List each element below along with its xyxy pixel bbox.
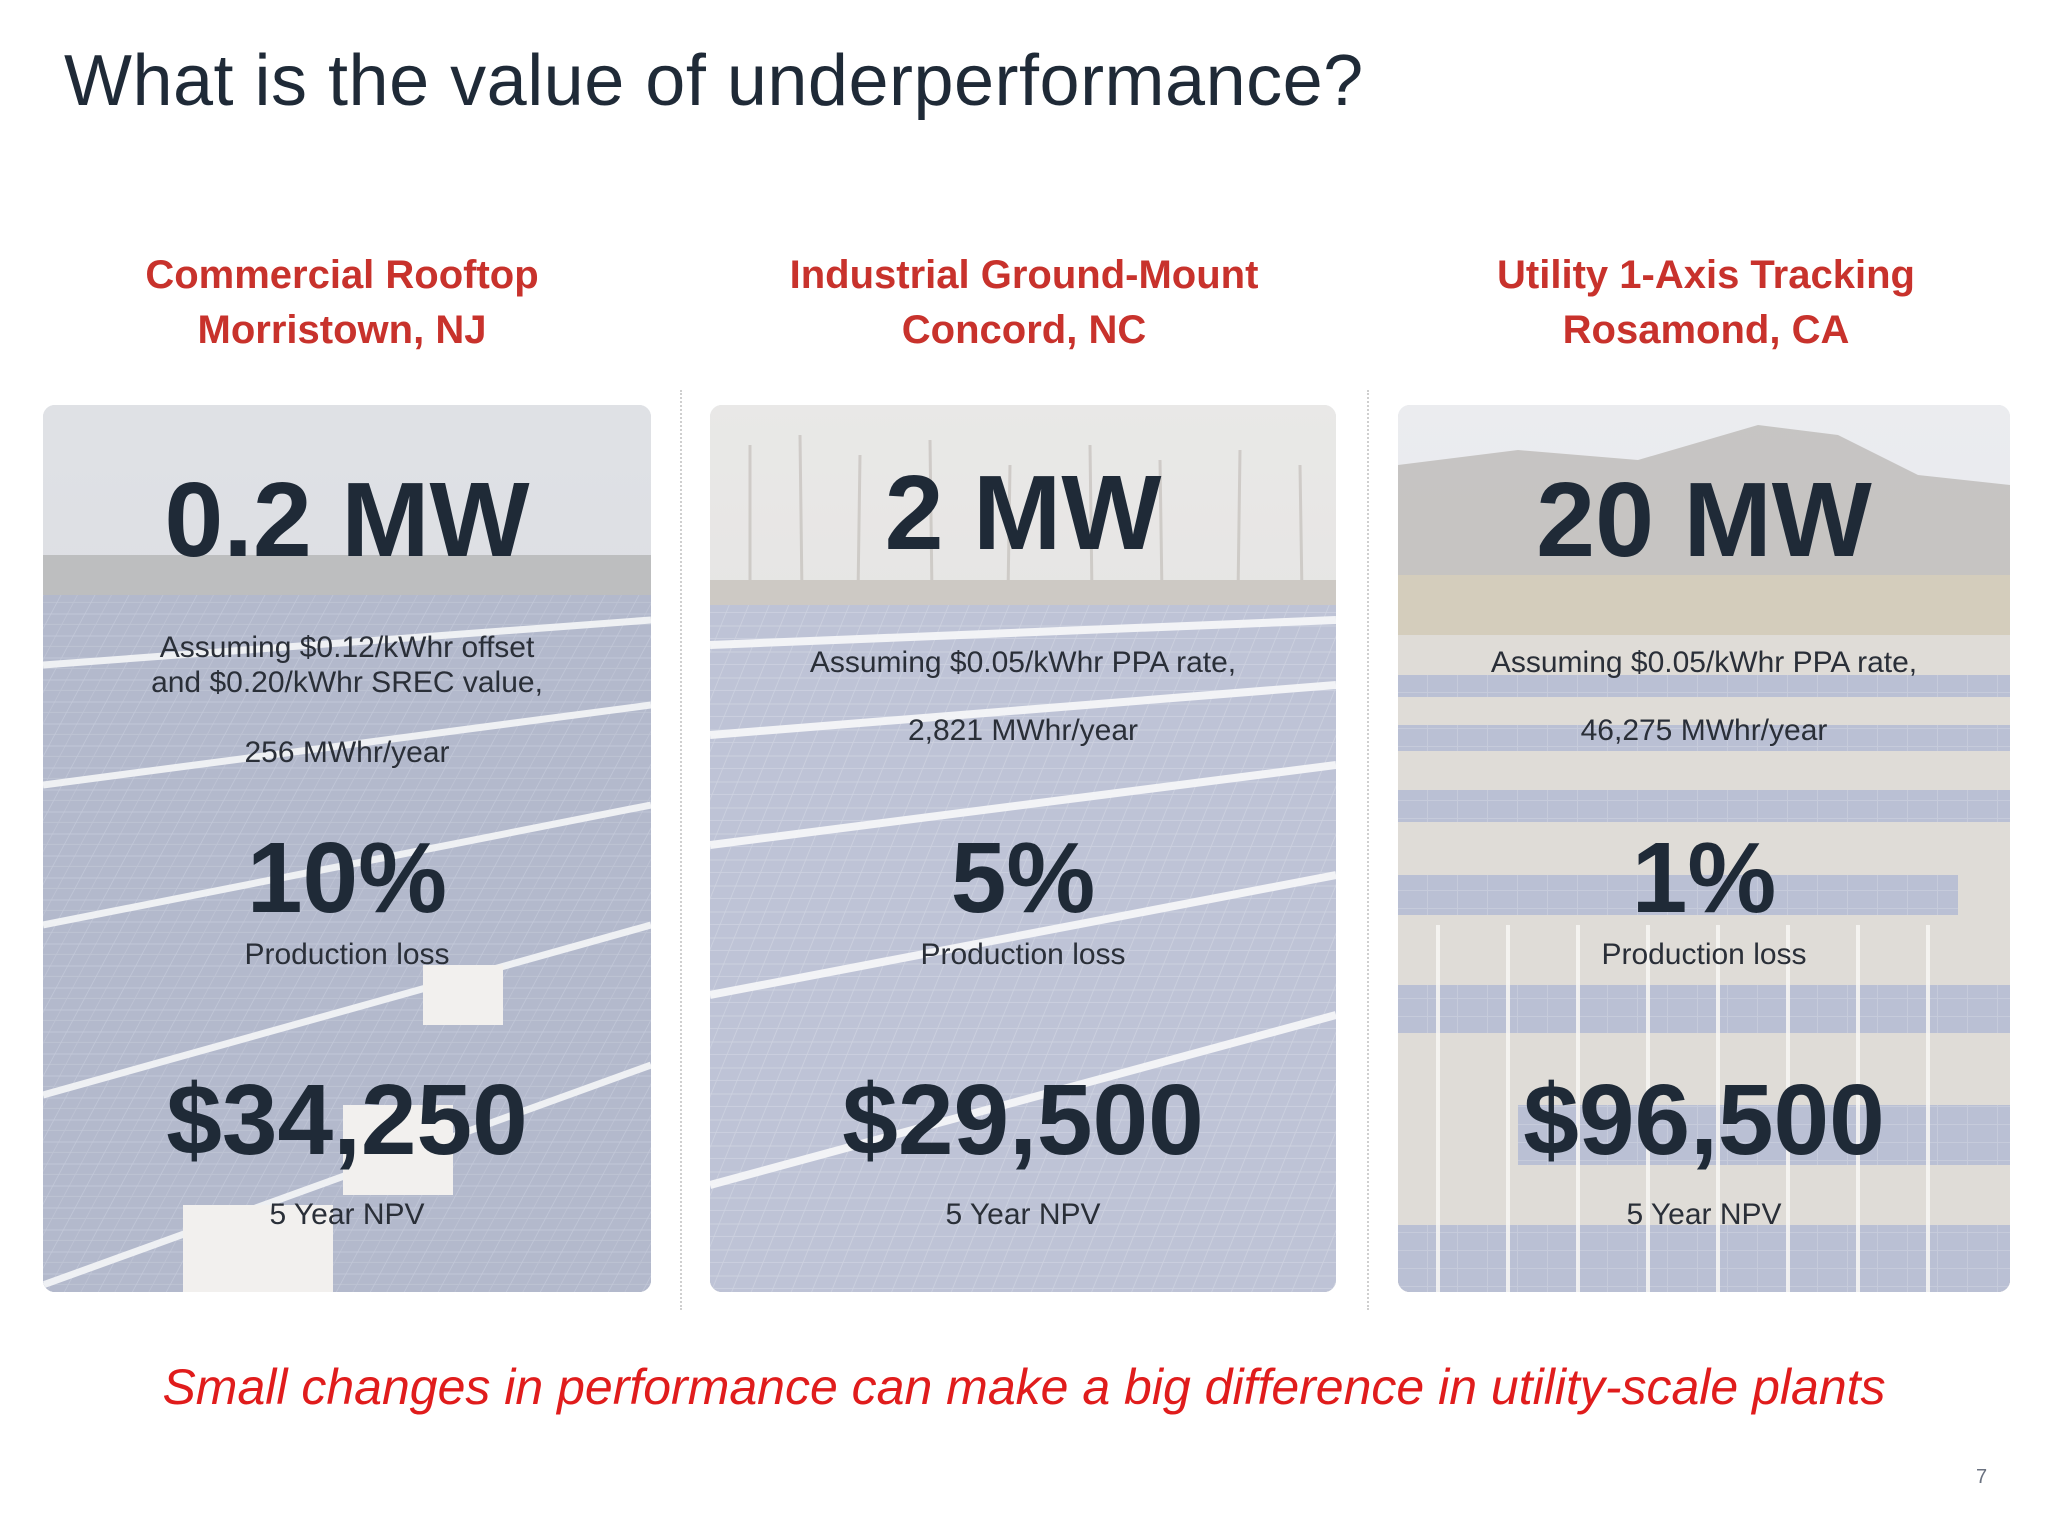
assumption-text: Assuming $0.05/kWhr PPA rate, bbox=[1398, 645, 2010, 680]
assumption-line2: and $0.20/kWhr SREC value, bbox=[151, 666, 543, 699]
assumption-line1: Assuming $0.05/kWhr PPA rate, bbox=[809, 646, 1237, 679]
production-value: 2,821 MWhr/year bbox=[907, 714, 1139, 747]
card-commercial-rooftop: 0.2 MW Assuming $0.12/kWhr offset and $0… bbox=[43, 405, 651, 1292]
image-veil bbox=[1398, 405, 2010, 1292]
assumption-line1: Assuming $0.12/kWhr offset bbox=[159, 631, 535, 664]
card-content: 2 MW Assuming $0.05/kWhr PPA rate, 2,821… bbox=[710, 405, 1336, 1292]
column-divider bbox=[1367, 390, 1369, 1310]
production-value: 46,275 MWhr/year bbox=[1580, 714, 1828, 747]
loss-label: Production loss bbox=[1601, 938, 1807, 971]
loss-percent: 10% bbox=[246, 822, 448, 934]
heading-line2: Morristown, NJ bbox=[197, 308, 487, 352]
production-value: 256 MWhr/year bbox=[244, 736, 450, 769]
image-veil bbox=[710, 405, 1336, 1292]
heading-line1: Industrial Ground-Mount bbox=[789, 253, 1259, 297]
rooftop-solar-photo bbox=[43, 405, 651, 1292]
assumption-line1: Assuming $0.05/kWhr PPA rate, bbox=[1490, 646, 1918, 679]
loss-label: Production loss bbox=[244, 938, 450, 971]
ground-mount-solar-photo bbox=[710, 405, 1336, 1292]
heading-line2: Rosamond, CA bbox=[1562, 308, 1850, 352]
tagline: Small changes in performance can make a … bbox=[162, 1359, 1886, 1415]
npv-label: 5 Year NPV bbox=[1626, 1198, 1782, 1231]
utility-tracking-solar-photo bbox=[1398, 405, 2010, 1292]
column-heading-industrial: Industrial Ground-Mount Concord, NC bbox=[704, 248, 1344, 358]
loss-percent: 1% bbox=[1631, 822, 1777, 934]
card-industrial-ground-mount: 2 MW Assuming $0.05/kWhr PPA rate, 2,821… bbox=[710, 405, 1336, 1292]
column-heading-commercial: Commercial Rooftop Morristown, NJ bbox=[22, 248, 662, 358]
capacity-value: 2 MW bbox=[884, 454, 1162, 572]
loss-label: Production loss bbox=[920, 938, 1126, 971]
card-content: 0.2 MW Assuming $0.12/kWhr offset and $0… bbox=[43, 405, 651, 1292]
heading-line1: Utility 1-Axis Tracking bbox=[1497, 253, 1915, 297]
heading-line1: Commercial Rooftop bbox=[145, 253, 539, 297]
column-heading-utility: Utility 1-Axis Tracking Rosamond, CA bbox=[1386, 248, 2026, 358]
assumption-text: Assuming $0.05/kWhr PPA rate, bbox=[710, 645, 1336, 680]
npv-value: $29,500 bbox=[842, 1064, 1204, 1176]
card-content: 20 MW Assuming $0.05/kWhr PPA rate, 46,2… bbox=[1398, 405, 2010, 1292]
loss-percent: 5% bbox=[950, 822, 1096, 934]
npv-label: 5 Year NPV bbox=[269, 1198, 425, 1231]
column-divider bbox=[680, 390, 682, 1310]
npv-value: $34,250 bbox=[166, 1064, 528, 1176]
heading-line2: Concord, NC bbox=[901, 308, 1147, 352]
card-utility-tracking: 20 MW Assuming $0.05/kWhr PPA rate, 46,2… bbox=[1398, 405, 2010, 1292]
image-veil bbox=[43, 405, 651, 1292]
capacity-value: 0.2 MW bbox=[164, 461, 530, 579]
capacity-value: 20 MW bbox=[1536, 461, 1872, 579]
page-number: 7 bbox=[1976, 1466, 1988, 1488]
assumption-text: Assuming $0.12/kWhr offset and $0.20/kWh… bbox=[43, 630, 651, 700]
npv-label: 5 Year NPV bbox=[945, 1198, 1101, 1231]
npv-value: $96,500 bbox=[1523, 1064, 1885, 1176]
slide-title: What is the value of underperformance? bbox=[64, 41, 1364, 121]
